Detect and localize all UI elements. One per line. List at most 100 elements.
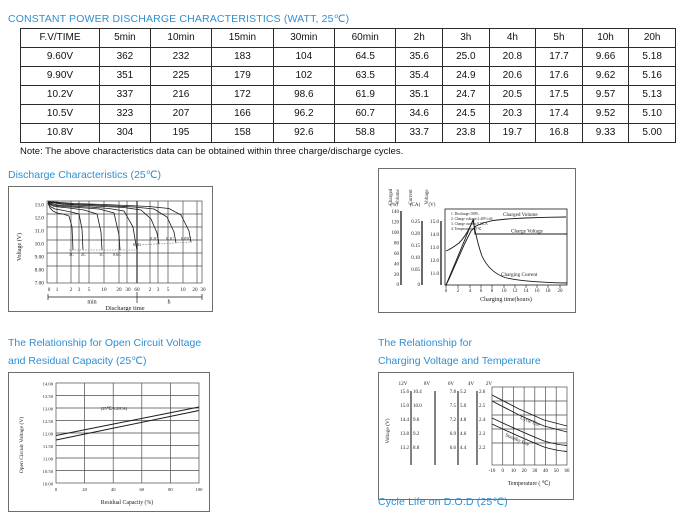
svg-text:18: 18 <box>546 289 552 294</box>
table-cell: 35.1 <box>395 85 444 105</box>
table-cell-fv: 9.90V <box>20 66 100 86</box>
table-cell: 337 <box>99 85 151 105</box>
svg-text:12.0: 12.0 <box>35 216 45 222</box>
table-cell: 9.33 <box>581 123 630 143</box>
table-cell: 20.5 <box>488 85 537 105</box>
table-cell: 172 <box>211 85 274 105</box>
ocv-chart-title-line1: The Relationship for Open Circuit Voltag… <box>8 337 202 349</box>
svg-text:1: 1 <box>56 287 59 293</box>
svg-text:5.0: 5.0 <box>460 404 467 409</box>
discharge-grid <box>46 200 203 284</box>
svg-text:30: 30 <box>532 469 538 474</box>
svg-text:14.0: 14.0 <box>430 233 439 238</box>
svg-text:3: 3 <box>78 287 81 293</box>
temp-chart-box: Voltage (V) 12V 8V 6V 4V 2V 15.6 15.0 14.… <box>378 372 574 500</box>
svg-text:3. Charge current:0.2ICA: 3. Charge current:0.2ICA <box>451 222 488 226</box>
table-cell: 9.52 <box>581 104 630 124</box>
svg-text:100: 100 <box>392 231 400 236</box>
svg-text:12.00: 12.00 <box>43 432 54 437</box>
table-cell: 24.7 <box>442 85 490 105</box>
charging-x-ticks: 0 2 4 6 8 10 12 14 16 18 20 <box>445 289 563 294</box>
table-cell: 102 <box>272 66 336 86</box>
svg-text:6: 6 <box>480 289 483 294</box>
svg-text:20: 20 <box>522 469 528 474</box>
svg-text:Cycle Use: Cycle Use <box>519 416 541 428</box>
svg-text:2: 2 <box>70 287 73 293</box>
svg-text:13.0: 13.0 <box>35 203 45 209</box>
svg-text:-10: -10 <box>489 469 496 474</box>
table-cell: 96.2 <box>272 104 336 124</box>
table-header-cell: 5min <box>99 28 151 48</box>
table-row: 9.90V 351 225 179 102 63.5 35.4 24.9 20.… <box>20 66 676 86</box>
temp-ticks-2v: 2.6 2.5 2.4 2.3 2.2 <box>479 390 486 451</box>
section-title-constant-power: CONSTANT POWER DISCHARGE CHARACTERISTICS… <box>8 13 350 25</box>
table-cell: 24.5 <box>442 104 490 124</box>
charging-conditions: 1. Discharge:100% 2. Charge voltage:2.40… <box>451 212 492 231</box>
svg-text:10.4: 10.4 <box>413 390 422 395</box>
svg-text:0.20: 0.20 <box>411 232 420 237</box>
svg-text:80: 80 <box>168 487 173 492</box>
table-cell: 17.6 <box>535 66 583 86</box>
svg-text:12.0: 12.0 <box>430 259 439 264</box>
svg-text:(%): (%) <box>390 203 398 208</box>
table-cell: 225 <box>149 66 213 86</box>
svg-text:40: 40 <box>394 263 400 268</box>
table-cell: 158 <box>211 123 274 143</box>
svg-text:7.2: 7.2 <box>450 418 457 423</box>
temp-chart-svg: Voltage (V) 12V 8V 6V 4V 2V 15.6 15.0 14.… <box>384 381 571 487</box>
svg-text:60: 60 <box>565 469 571 474</box>
table-cell: 207 <box>149 104 213 124</box>
svg-text:0: 0 <box>55 487 58 492</box>
table-cell: 92.6 <box>272 123 336 143</box>
table-cell: 5.00 <box>628 123 676 143</box>
svg-text:12V: 12V <box>399 381 408 387</box>
table-cell: 5.16 <box>628 66 676 86</box>
ocv-x-ticks: 0 20 40 60 80 100 <box>55 487 203 492</box>
svg-text:2: 2 <box>457 289 460 294</box>
table-cell-fv: 10.2V <box>20 85 100 105</box>
charging-plot-frame <box>444 208 568 286</box>
table-cell: 35.6 <box>395 47 444 67</box>
ocv-chart-svg: Open Circuit Voltage (V) 14.00 13.50 13.… <box>18 382 203 507</box>
ocv-chart-box: Open Circuit Voltage (V) 14.00 13.50 13.… <box>8 372 210 512</box>
svg-text:8.8: 8.8 <box>413 446 420 451</box>
table-cell: 58.8 <box>334 123 397 143</box>
svg-text:0.15: 0.15 <box>411 244 420 249</box>
svg-text:0.6C: 0.6C <box>113 252 121 257</box>
svg-text:Voltage: Voltage <box>425 189 430 205</box>
svg-text:9.2: 9.2 <box>413 432 420 437</box>
ocv-x-axis-title: Residual Capacity (%) <box>101 499 154 506</box>
table-cell: 35.4 <box>395 66 444 86</box>
svg-text:13.00: 13.00 <box>43 407 54 412</box>
table-header-cell: 20h <box>628 28 676 48</box>
svg-text:13.8: 13.8 <box>400 432 409 437</box>
svg-text:Charging Current: Charging Current <box>501 272 538 278</box>
table-cell: 183 <box>211 47 274 67</box>
table-cell: 216 <box>149 85 213 105</box>
svg-text:3C: 3C <box>69 252 74 257</box>
table-cell: 16.8 <box>535 123 583 143</box>
table-cell: 24.9 <box>442 66 490 86</box>
table-cell-fv: 9.60V <box>20 47 100 67</box>
svg-text:13.2: 13.2 <box>400 446 409 451</box>
table-cell: 25.0 <box>442 47 490 67</box>
svg-text:Volume: Volume <box>396 188 401 204</box>
table-cell: 17.7 <box>535 47 583 67</box>
svg-text:10.0: 10.0 <box>413 404 422 409</box>
svg-text:10: 10 <box>511 469 517 474</box>
svg-text:Charged: Charged <box>389 188 394 205</box>
svg-text:15.0: 15.0 <box>430 220 439 225</box>
svg-text:2.6: 2.6 <box>479 390 486 395</box>
temp-ticks-4v: 5.2 5.0 4.8 4.6 4.4 <box>460 390 467 451</box>
temp-x-axis-title: Temperature ( ℃) <box>508 480 551 487</box>
table-cell: 104 <box>272 47 336 67</box>
charging-axis-units: (%) (CA) (V) <box>390 203 436 208</box>
svg-text:4.8: 4.8 <box>460 418 467 423</box>
svg-text:8.00: 8.00 <box>35 268 45 274</box>
table-cell: 20.3 <box>488 104 537 124</box>
discharge-chart-svg: 13.0 12.0 11.0 10.0 9.00 8.00 7.00 Volta… <box>16 200 206 311</box>
svg-text:2.4: 2.4 <box>479 418 486 423</box>
svg-text:16: 16 <box>535 289 541 294</box>
table-header-cell: 2h <box>395 28 444 48</box>
table-cell: 304 <box>99 123 151 143</box>
